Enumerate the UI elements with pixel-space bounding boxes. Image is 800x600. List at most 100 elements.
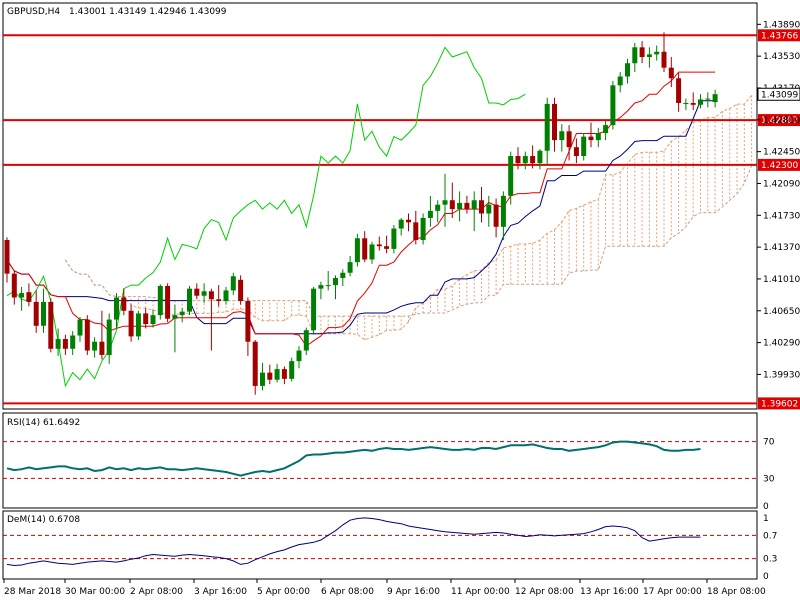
- candle-body: [595, 133, 601, 141]
- time-tick-label: 3 Apr 16:00: [194, 587, 247, 597]
- chart-header: GBPUSD,H4 1.43001 1.43149 1.42946 1.4309…: [7, 7, 227, 17]
- main-panel[interactable]: [2, 2, 758, 410]
- candle-body: [274, 369, 280, 380]
- candle-body: [603, 125, 609, 134]
- candle-body: [668, 67, 674, 79]
- time-tick-label: 18 Apr 08:00: [707, 587, 766, 597]
- dem-tick: 1: [763, 514, 769, 524]
- candle-body: [610, 85, 616, 126]
- candle-body: [457, 202, 463, 210]
- candle-body: [435, 204, 441, 211]
- candle-body: [150, 315, 156, 325]
- candle-body: [267, 372, 273, 380]
- candle-body: [33, 301, 39, 326]
- price-tick-label: 1.42810: [763, 116, 800, 126]
- candle-body: [84, 319, 90, 351]
- dem-panel[interactable]: [2, 510, 758, 580]
- candle-body: [654, 51, 660, 55]
- level-tag: [758, 29, 800, 42]
- candle-body: [515, 156, 521, 164]
- time-tick-label: 2 Apr 08:00: [130, 587, 183, 597]
- candle-body: [340, 272, 346, 279]
- candle-body: [661, 51, 667, 68]
- rsi-tick: 30: [763, 474, 775, 484]
- candle-body: [398, 219, 404, 229]
- candle-body: [632, 47, 638, 64]
- candle-body: [508, 156, 514, 196]
- candle-body: [347, 262, 353, 273]
- rsi-panel[interactable]: [2, 412, 758, 509]
- price-tick-label: 1.43890: [763, 20, 800, 30]
- candle-body: [19, 293, 25, 298]
- candle-body: [427, 210, 433, 218]
- candle-body: [252, 341, 258, 386]
- candle-body: [479, 200, 484, 214]
- level-label: 1.39602: [761, 399, 798, 409]
- price-tick-label: 1.41730: [763, 211, 800, 221]
- candle-body: [128, 310, 134, 337]
- current-price-label: 1.43099: [761, 90, 798, 100]
- candle-body: [690, 103, 696, 105]
- candle-body: [157, 286, 163, 316]
- candle-body: [676, 78, 682, 104]
- candle-body: [216, 299, 222, 302]
- candle-body: [135, 313, 141, 337]
- candle-body: [194, 288, 200, 296]
- candle-body: [581, 136, 587, 157]
- level-label: 1.42300: [761, 161, 798, 171]
- horizontal-levels: 1.43766 1.42807 1.42300 1.39602: [3, 29, 800, 410]
- time-tick-label: 30 Mar 00:00: [65, 587, 125, 597]
- oscillators: 70 30 0 1 0.7 0.3 0: [3, 438, 777, 582]
- candle-body: [41, 301, 46, 326]
- candle-body: [530, 156, 536, 164]
- dem-label: DeM(14) 0.6708: [7, 515, 80, 525]
- candle-body: [114, 297, 119, 320]
- candle-body: [121, 297, 127, 311]
- candle-body: [4, 240, 10, 274]
- ohlc-label: 1.43001 1.43149 1.42946 1.43099: [69, 7, 227, 17]
- candle-body: [238, 279, 244, 302]
- price-tick-label: 1.42450: [763, 148, 800, 158]
- candle-body: [48, 301, 54, 349]
- candle-body: [449, 200, 455, 210]
- candle-body: [391, 228, 397, 249]
- time-tick-label: 9 Apr 16:00: [387, 587, 440, 597]
- time-tick-label: 6 Apr 08:00: [321, 587, 374, 597]
- time-tick-label: 11 Apr 00:00: [451, 587, 510, 597]
- dem-tick: 0.7: [763, 531, 777, 541]
- candle-body: [26, 292, 32, 302]
- candle-body: [712, 94, 718, 103]
- candle-body: [281, 369, 287, 379]
- dem-line: [6, 517, 701, 567]
- candle-body: [442, 200, 448, 205]
- candle-body: [325, 285, 331, 287]
- level-label: 1.42807: [761, 116, 798, 126]
- candle-body: [588, 136, 594, 141]
- candle-body: [464, 202, 470, 210]
- price-tick-label: 1.40290: [763, 339, 800, 349]
- level-tag: [758, 114, 800, 127]
- candle-body: [70, 335, 76, 349]
- current-price-tag: [757, 87, 800, 101]
- candle-body: [376, 244, 382, 247]
- candle-body: [362, 238, 368, 260]
- candle-body: [406, 219, 411, 223]
- candle-body: [413, 222, 419, 241]
- candle-body: [77, 319, 83, 336]
- candle-body: [99, 341, 105, 355]
- rsi-tick: 70: [763, 438, 775, 448]
- candle-body: [165, 286, 171, 319]
- candle-body: [179, 311, 185, 316]
- candle-body: [354, 238, 360, 263]
- candle-body: [544, 103, 550, 151]
- candle-body: [552, 103, 557, 141]
- price-axis: 1.438901.435301.431701.428101.424501.420…: [757, 20, 800, 380]
- candle-body: [559, 131, 565, 141]
- chikou-span: [6, 46, 526, 388]
- candle-body: [92, 341, 98, 351]
- level-tag: [758, 397, 800, 410]
- price-tick-label: 1.42090: [763, 179, 800, 189]
- dem-tick: 0: [763, 572, 769, 582]
- candle-body: [230, 276, 236, 291]
